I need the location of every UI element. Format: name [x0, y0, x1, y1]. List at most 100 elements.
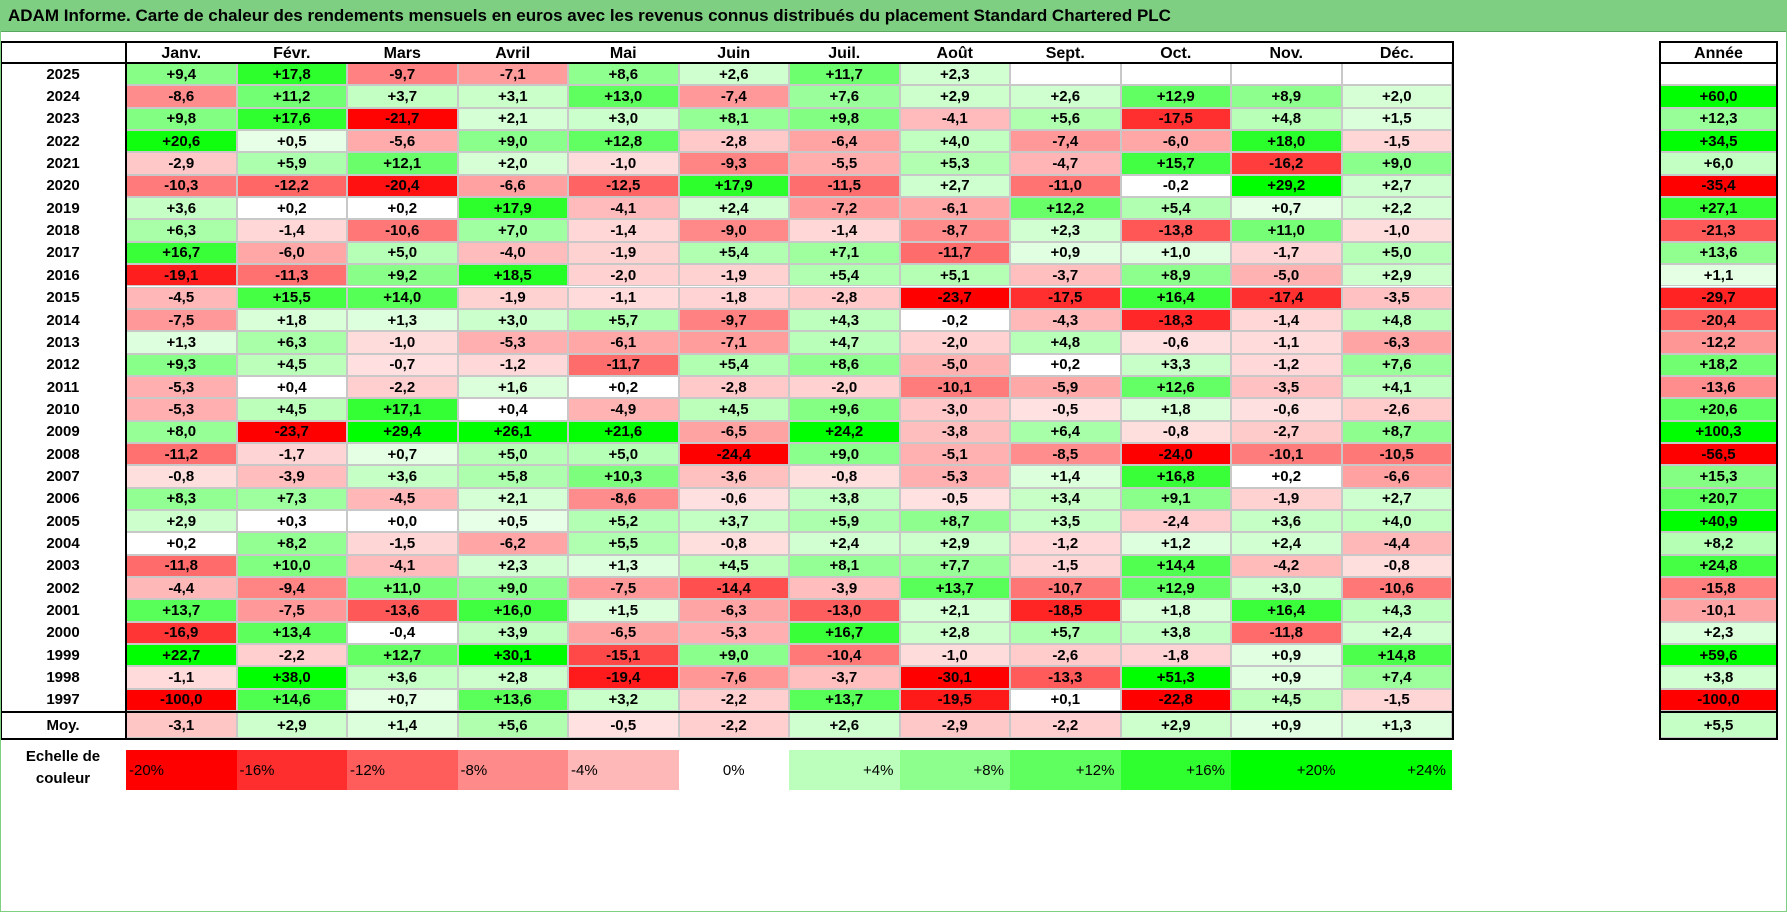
- heatmap-cell: [1341, 63, 1452, 86]
- heatmap-cell: +1,3: [126, 331, 237, 354]
- heatmap-cell: +1,5: [1341, 107, 1452, 131]
- heatmap-cell: -4,1: [347, 554, 458, 578]
- heatmap-cell: +3,6: [347, 666, 458, 689]
- heatmap-cell: -0,5: [899, 487, 1010, 510]
- heatmap-cell: +13,0: [568, 85, 679, 108]
- average-annual-cell: +5,5: [1660, 712, 1777, 738]
- heatmap-cell: -0,7: [347, 353, 458, 376]
- heatmap-cell: +16,0: [457, 599, 568, 622]
- heatmap-cell: +8,9: [1231, 85, 1342, 108]
- heatmap-cell: +1,0: [1120, 241, 1231, 265]
- heatmap-cell: -7,4: [678, 85, 789, 108]
- heatmap-cell: -10,3: [126, 174, 237, 198]
- heatmap-cell: +2,3: [457, 554, 568, 578]
- month-header: Août: [936, 45, 973, 62]
- heatmap-cell: +51,3: [1120, 666, 1231, 689]
- heatmap-cell: +4,5: [236, 398, 347, 421]
- heatmap-cell: -4,7: [1010, 152, 1121, 175]
- heatmap-cell: -8,5: [1010, 442, 1121, 466]
- average-cell: -3,1: [126, 712, 237, 738]
- heatmap-cell: +9,8: [126, 107, 237, 131]
- heatmap-cell: -5,6: [347, 130, 458, 153]
- heatmap-cell: +2,4: [1341, 621, 1452, 645]
- heatmap-cell: -3,6: [678, 465, 789, 488]
- heatmap-cell: -13,6: [347, 599, 458, 622]
- heatmap-cell: -5,3: [899, 465, 1010, 488]
- heatmap-cell: -0,8: [678, 532, 789, 555]
- heatmap-cell: +2,4: [1231, 532, 1342, 555]
- heatmap-cell: -8,6: [568, 487, 679, 510]
- heatmap-cell: +13,7: [899, 577, 1010, 600]
- heatmap-cell: +5,4: [1120, 197, 1231, 220]
- heatmap-cell: +0,2: [568, 375, 679, 399]
- heatmap-cell: -6,4: [789, 130, 900, 153]
- row-year-label: 2002: [46, 579, 80, 597]
- heatmap-cell: +4,5: [1231, 688, 1342, 712]
- heatmap-cell: +0,5: [236, 130, 347, 153]
- heatmap-cell: +4,1: [1341, 375, 1452, 399]
- heatmap-cell: -4,9: [568, 398, 679, 421]
- heatmap-cell: +7,0: [457, 219, 568, 242]
- heatmap-cell: +2,8: [457, 666, 568, 689]
- heatmap-cell: +17,9: [457, 197, 568, 220]
- month-header: Oct.: [1160, 45, 1192, 62]
- heatmap-cell: -10,6: [347, 219, 458, 242]
- heatmap-cell: +14,6: [236, 688, 347, 712]
- heatmap-cell: +2,9: [1341, 264, 1452, 287]
- heatmap-cell: -1,5: [1341, 688, 1452, 712]
- row-year-label: 2007: [46, 467, 80, 485]
- heatmap-cell: -11,0: [1010, 174, 1121, 198]
- heatmap-cell: +2,3: [899, 63, 1010, 86]
- heatmap-cell: +2,6: [1010, 85, 1121, 108]
- heatmap-cell: +4,8: [1231, 107, 1342, 131]
- heatmap-cell: -1,5: [1341, 130, 1452, 153]
- heatmap-cell: +15,5: [236, 286, 347, 309]
- heatmap-cell: -15,1: [568, 644, 679, 667]
- heatmap-cell: +1,8: [1120, 599, 1231, 622]
- heatmap-cell: -5,3: [678, 621, 789, 645]
- heatmap-cell: -4,4: [126, 577, 237, 600]
- heatmap-cell: +0,2: [347, 197, 458, 220]
- heatmap-cell: +2,8: [899, 621, 1010, 645]
- color-scale-swatch: +24%: [1341, 750, 1452, 790]
- annual-cell: +13,6: [1660, 241, 1777, 265]
- heatmap-cell: -2,0: [568, 264, 679, 287]
- row-year-label: 2004: [46, 535, 80, 553]
- section-divider: [1659, 711, 1778, 713]
- heatmap-cell: +3,6: [126, 197, 237, 220]
- heatmap-cell: +5,5: [568, 532, 679, 555]
- heatmap-cell: -0,2: [1120, 174, 1231, 198]
- heatmap-cell: -9,0: [678, 219, 789, 242]
- heatmap-cell: +4,7: [789, 331, 900, 354]
- heatmap-cell: -19,5: [899, 688, 1010, 712]
- year-column-header: Année: [1694, 45, 1743, 62]
- heatmap-cell: +29,4: [347, 420, 458, 443]
- color-scale-swatch: +16%: [1120, 750, 1231, 790]
- heatmap-cell: +9,8: [789, 107, 900, 131]
- heatmap-cell: +13,4: [236, 621, 347, 645]
- annual-cell: -15,8: [1660, 577, 1777, 600]
- heatmap-cell: +0,1: [1010, 688, 1121, 712]
- annual-cell: -29,7: [1660, 286, 1777, 309]
- heatmap-cell: +8,0: [126, 420, 237, 443]
- heatmap-cell: -6,5: [568, 621, 679, 645]
- heatmap-cell: -1,9: [678, 264, 789, 287]
- heatmap-cell: +0,4: [457, 398, 568, 421]
- average-cell: +2,9: [1120, 712, 1231, 738]
- month-header: Juil.: [828, 45, 861, 62]
- section-divider: [0, 62, 1454, 64]
- heatmap-cell: +17,1: [347, 398, 458, 421]
- heatmap-cell: +14,8: [1341, 644, 1452, 667]
- heatmap-cell: -1,4: [789, 219, 900, 242]
- annual-cell: +34,5: [1660, 130, 1777, 153]
- heatmap-cell: -12,2: [236, 174, 347, 198]
- heatmap-cell: -10,1: [899, 375, 1010, 399]
- heatmap-cell: -13,3: [1010, 666, 1121, 689]
- heatmap-cell: +2,4: [678, 197, 789, 220]
- heatmap-cell: +8,6: [789, 353, 900, 376]
- heatmap-cell: -5,3: [126, 375, 237, 399]
- month-header: Déc.: [1379, 45, 1414, 62]
- heatmap-cell: -1,4: [568, 219, 679, 242]
- heatmap-cell: +11,0: [1231, 219, 1342, 242]
- heatmap-cell: +3,7: [678, 510, 789, 533]
